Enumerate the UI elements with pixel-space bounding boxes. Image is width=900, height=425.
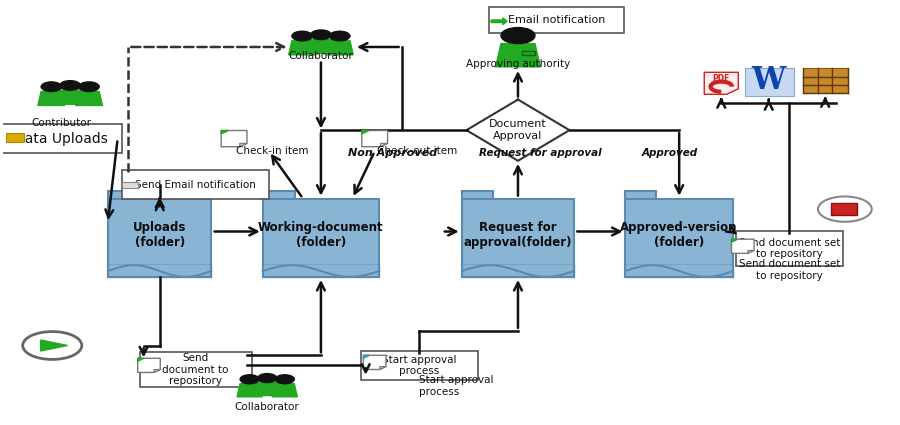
Polygon shape <box>57 90 84 104</box>
FancyBboxPatch shape <box>108 191 137 199</box>
Polygon shape <box>76 91 103 105</box>
Polygon shape <box>462 265 574 277</box>
Polygon shape <box>381 143 388 147</box>
Text: Data Uploads: Data Uploads <box>14 132 108 146</box>
Polygon shape <box>362 130 388 147</box>
Polygon shape <box>308 40 335 54</box>
Polygon shape <box>221 130 229 134</box>
Polygon shape <box>362 130 369 134</box>
FancyBboxPatch shape <box>361 351 478 380</box>
FancyBboxPatch shape <box>108 199 212 265</box>
FancyBboxPatch shape <box>122 182 139 188</box>
FancyBboxPatch shape <box>140 352 251 387</box>
Text: Non Approved: Non Approved <box>348 148 437 159</box>
FancyBboxPatch shape <box>462 191 493 199</box>
FancyBboxPatch shape <box>705 72 738 94</box>
Polygon shape <box>38 91 65 105</box>
Text: Check-out item: Check-out item <box>377 146 457 156</box>
Circle shape <box>240 375 259 384</box>
Circle shape <box>310 30 331 40</box>
Polygon shape <box>705 72 738 94</box>
FancyBboxPatch shape <box>832 203 857 215</box>
Circle shape <box>818 196 872 222</box>
Text: Email notification: Email notification <box>508 15 605 26</box>
Polygon shape <box>380 366 386 369</box>
Text: PDF: PDF <box>713 74 730 83</box>
Text: W: W <box>752 65 786 96</box>
Polygon shape <box>496 44 540 67</box>
Text: Send Email notification: Send Email notification <box>135 180 256 190</box>
FancyBboxPatch shape <box>735 231 843 266</box>
Polygon shape <box>263 265 379 277</box>
Text: Contributor: Contributor <box>32 118 91 128</box>
Polygon shape <box>462 265 574 277</box>
Polygon shape <box>748 250 754 253</box>
Polygon shape <box>255 382 280 396</box>
Polygon shape <box>237 384 262 397</box>
Polygon shape <box>272 384 297 397</box>
Polygon shape <box>491 18 508 25</box>
Text: Request for approval: Request for approval <box>479 148 602 159</box>
Polygon shape <box>108 265 212 277</box>
Polygon shape <box>364 355 386 369</box>
Polygon shape <box>327 41 353 55</box>
FancyBboxPatch shape <box>1 124 122 153</box>
Text: Collaborator: Collaborator <box>235 402 300 412</box>
Polygon shape <box>289 41 316 55</box>
FancyBboxPatch shape <box>462 199 574 265</box>
Polygon shape <box>626 265 733 277</box>
FancyBboxPatch shape <box>5 133 23 142</box>
Circle shape <box>329 31 350 41</box>
Text: Send
document to
repository: Send document to repository <box>162 353 229 386</box>
Polygon shape <box>239 143 247 147</box>
Polygon shape <box>138 358 144 361</box>
Circle shape <box>292 31 312 41</box>
Circle shape <box>60 81 80 90</box>
FancyBboxPatch shape <box>263 191 295 199</box>
FancyBboxPatch shape <box>626 191 655 199</box>
Circle shape <box>41 82 61 91</box>
Text: Request for
approval(folder): Request for approval(folder) <box>464 221 572 249</box>
FancyBboxPatch shape <box>263 199 379 265</box>
Polygon shape <box>138 358 160 372</box>
Polygon shape <box>154 369 160 372</box>
Polygon shape <box>40 340 68 351</box>
Text: Approving authority: Approving authority <box>466 59 570 69</box>
Polygon shape <box>108 265 212 277</box>
Text: Approved: Approved <box>643 148 698 159</box>
Text: Uploads
(folder): Uploads (folder) <box>133 221 186 249</box>
Circle shape <box>501 28 535 44</box>
FancyBboxPatch shape <box>626 199 733 265</box>
Text: Send document set
to repository: Send document set to repository <box>739 238 840 259</box>
Polygon shape <box>732 239 738 242</box>
Polygon shape <box>221 130 247 147</box>
FancyBboxPatch shape <box>490 7 624 34</box>
Polygon shape <box>705 72 738 94</box>
Polygon shape <box>466 99 570 161</box>
Text: Collaborator: Collaborator <box>289 51 354 61</box>
Text: Working-document
(folder): Working-document (folder) <box>258 221 383 249</box>
FancyBboxPatch shape <box>122 170 269 199</box>
Circle shape <box>79 82 99 91</box>
Polygon shape <box>626 265 733 277</box>
Text: Approved-version
(folder): Approved-version (folder) <box>620 221 738 249</box>
Polygon shape <box>732 239 754 253</box>
Circle shape <box>257 374 276 382</box>
Polygon shape <box>263 265 379 277</box>
Text: Start approval
process: Start approval process <box>382 354 456 376</box>
FancyBboxPatch shape <box>744 68 794 96</box>
Polygon shape <box>364 355 370 358</box>
Text: Send document set
to repository: Send document set to repository <box>739 259 840 280</box>
Circle shape <box>22 332 82 360</box>
Text: Document
Approval: Document Approval <box>489 119 547 141</box>
Text: Start approval
process: Start approval process <box>419 375 494 397</box>
FancyBboxPatch shape <box>803 68 848 94</box>
Text: Check-in item: Check-in item <box>236 146 309 156</box>
Circle shape <box>275 375 294 384</box>
FancyBboxPatch shape <box>522 51 535 55</box>
